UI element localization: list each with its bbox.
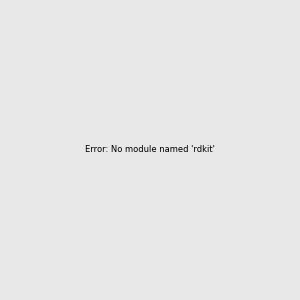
- Text: Error: No module named 'rdkit': Error: No module named 'rdkit': [85, 146, 215, 154]
